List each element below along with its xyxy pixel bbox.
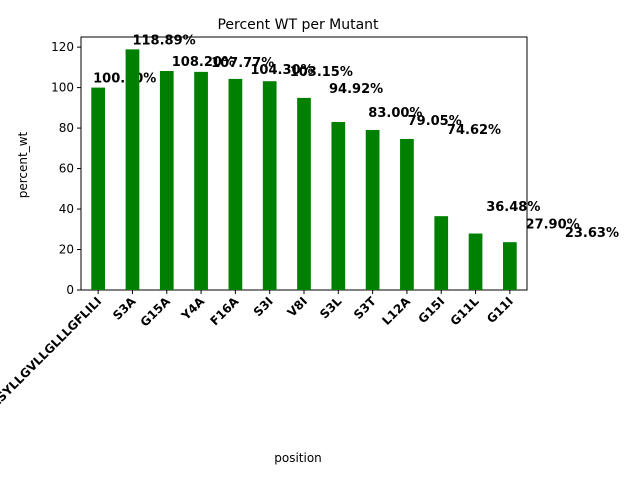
value-label: 108.20% (172, 55, 235, 70)
x-tick-label: G11L (448, 294, 482, 328)
x-tick-label: G15A (138, 294, 174, 330)
x-tick-label: S3L (317, 294, 345, 322)
value-label: 100.00% (93, 72, 156, 87)
value-label: 107.77% (211, 56, 274, 71)
bar (262, 81, 277, 291)
value-label: 103.15% (290, 65, 353, 80)
bar (502, 242, 517, 290)
value-label: 94.92% (329, 82, 383, 97)
x-tick-label: S3A (110, 294, 139, 323)
x-tick-label: S3T (351, 294, 379, 322)
y-tick-label: 100 (51, 81, 74, 95)
chart-title: Percent WT per Mutant (217, 17, 379, 33)
y-tick-label: 60 (59, 162, 74, 176)
bar (434, 216, 449, 290)
bar (365, 130, 380, 290)
bar (125, 49, 140, 290)
x-tick-label: Y4A (178, 294, 208, 324)
bar (331, 122, 346, 291)
bar (297, 97, 311, 290)
y-axis-label: percent_wt (16, 131, 30, 198)
x-tick-label: G15I (416, 294, 448, 326)
value-label: 23.63% (565, 226, 619, 241)
x-tick-label: V8I (285, 294, 311, 320)
x-tick-label: F16A (207, 294, 242, 329)
bar (194, 71, 208, 290)
bar (159, 71, 174, 290)
bar (468, 233, 483, 290)
x-tick-label: L12A (379, 294, 413, 328)
bar (228, 78, 243, 291)
y-tick-label: 120 (51, 40, 74, 54)
y-tick-label: 0 (66, 283, 74, 297)
bar (91, 87, 106, 290)
x-tick-label: S3I (251, 294, 276, 319)
value-label: 27.90% (526, 218, 580, 233)
value-label: 36.48% (486, 200, 540, 215)
y-tick-label: 20 (59, 243, 74, 257)
value-label: 104.30% (250, 63, 313, 78)
value-label: 79.05% (408, 114, 462, 129)
x-axis-label: position (274, 451, 322, 465)
value-label: 83.00% (368, 106, 422, 121)
y-tick-label: 80 (59, 121, 74, 135)
bar (400, 138, 414, 290)
y-tick-label: 40 (59, 202, 74, 216)
x-tick-label: G11I (484, 294, 516, 326)
value-label: 74.62% (447, 123, 501, 138)
x-tick-label: LLLSYLLGVLLGLLLGFLILI (0, 294, 104, 421)
value-label: 118.89% (132, 33, 195, 48)
